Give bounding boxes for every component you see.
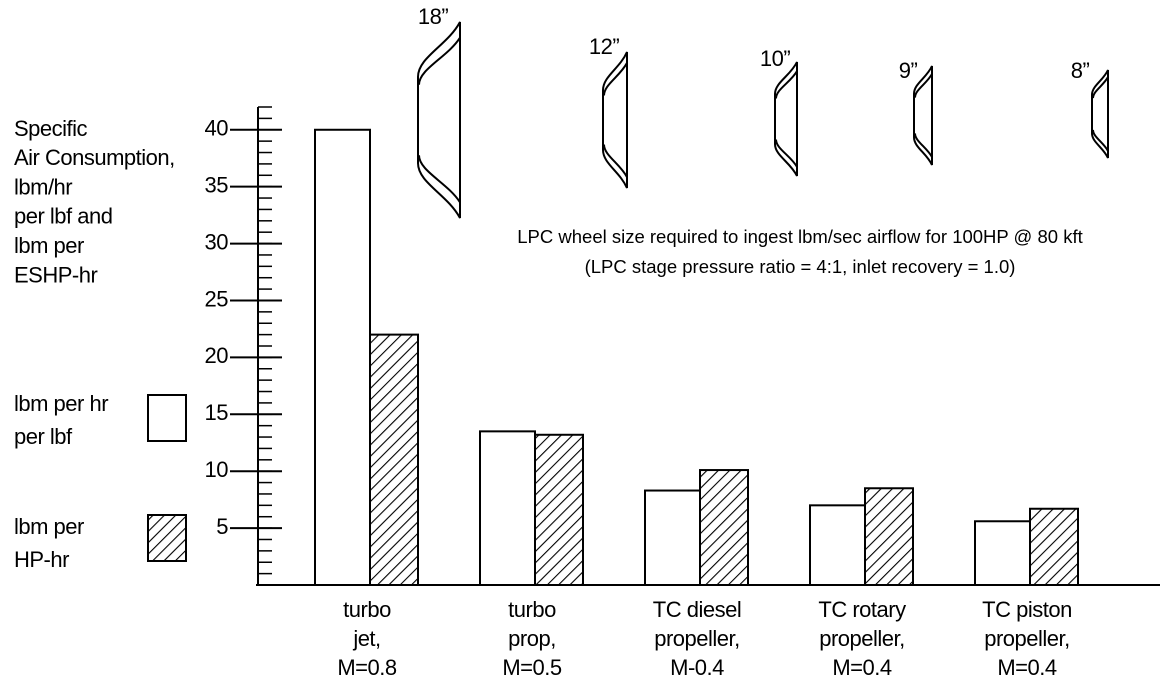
annotation: LPC wheel size required to ingest lbm/se… [517, 226, 1082, 247]
wheel-inner [775, 70, 798, 168]
y-axis-label: ESHP-hr [14, 262, 97, 287]
annotation: (LPC stage pressure ratio = 4:1, inlet r… [585, 256, 1016, 277]
bar [864, 487, 914, 586]
wheel-outline [774, 61, 798, 177]
legend-swatch [147, 514, 187, 562]
wheel-size-label: 8” [1071, 58, 1090, 83]
legend-label: per lbf [14, 424, 73, 449]
x-tick-label: turbo [343, 597, 391, 622]
y-axis-label: Air Consumption, [14, 145, 175, 170]
x-tick-label: turbo [508, 597, 556, 622]
x-tick-label: M-0.4 [670, 655, 724, 680]
y-tick-label: 40 [205, 116, 229, 141]
wheel-inner [1092, 76, 1109, 152]
wheel-outline [1091, 69, 1109, 159]
y-tick-label: 35 [205, 172, 229, 197]
x-tick-label: M=0.5 [502, 655, 562, 680]
wheel-size-label: 12” [589, 34, 619, 59]
y-tick-label: 25 [205, 286, 229, 311]
y-tick-label: 30 [205, 229, 229, 254]
bar [974, 520, 1031, 586]
y-tick-label: 10 [205, 457, 229, 482]
bar [369, 333, 419, 586]
wheel-inner [603, 62, 628, 178]
x-tick-label: prop, [508, 626, 556, 651]
bar [809, 504, 866, 587]
y-tick-label: 20 [205, 343, 229, 368]
legend-label: HP-hr [14, 547, 69, 572]
x-tick-label: M=0.4 [997, 655, 1057, 680]
y-tick-label: 15 [205, 400, 229, 425]
bar [1029, 507, 1079, 586]
wheel-size-label: 18” [418, 4, 448, 29]
y-axis-label: lbm per [14, 233, 84, 258]
wheel-inner [418, 37, 461, 203]
wheel-outline [417, 21, 461, 219]
legend-label: lbm per [14, 514, 84, 539]
bar [699, 469, 749, 586]
x-tick-label: propeller, [654, 626, 740, 651]
x-tick-label: TC piston [982, 597, 1072, 622]
legend-swatch [147, 394, 187, 442]
bar [314, 128, 371, 586]
wheel-outline [913, 65, 933, 166]
y-axis-label: lbm/hr [14, 174, 72, 199]
bar [644, 489, 701, 586]
x-tick-label: jet, [352, 626, 380, 651]
y-axis-label: Specific [14, 116, 88, 141]
y-axis-label: per lbf and [14, 204, 112, 229]
wheel-size-label: 9” [899, 58, 918, 83]
bar [534, 433, 584, 586]
x-tick-label: propeller, [984, 626, 1070, 651]
wheel-outline [602, 51, 628, 189]
x-tick-label: propeller, [819, 626, 905, 651]
x-tick-label: TC diesel [653, 597, 741, 622]
legend-label: lbm per hr [14, 391, 108, 416]
x-tick-label: M=0.8 [337, 655, 397, 680]
x-tick-label: M=0.4 [832, 655, 892, 680]
x-tick-label: TC rotary [818, 597, 906, 622]
wheel-inner [914, 73, 933, 158]
wheel-size-label: 10” [760, 46, 790, 71]
y-tick-label: 5 [216, 514, 228, 539]
bar [479, 430, 536, 586]
